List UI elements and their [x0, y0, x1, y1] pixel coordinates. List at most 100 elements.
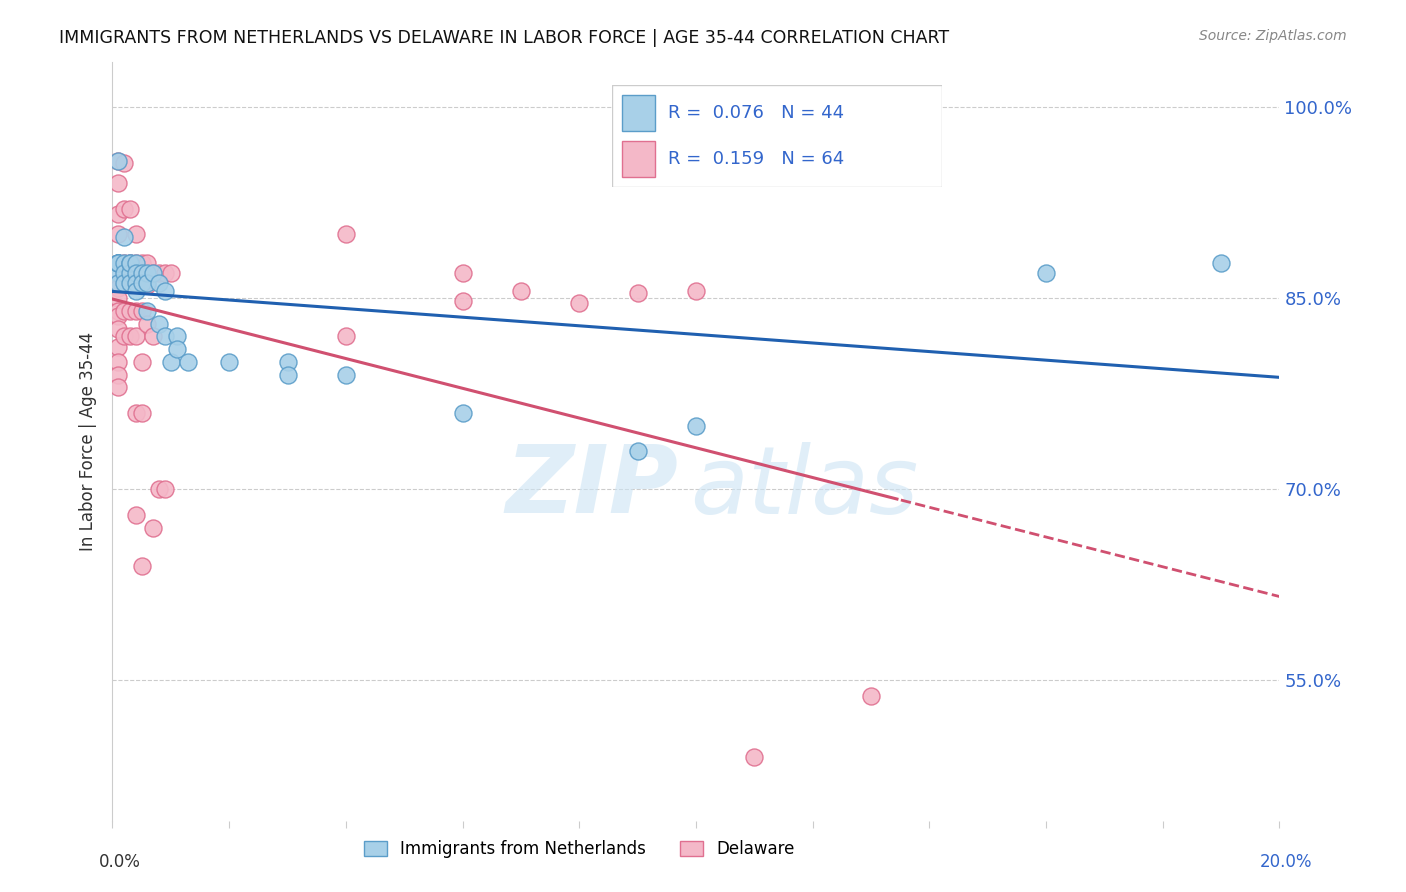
Point — [685, 418, 707, 433]
Point — [118, 266, 141, 280]
Point — [107, 227, 129, 242]
Point — [112, 230, 135, 244]
Point — [136, 266, 159, 280]
Point — [276, 368, 298, 382]
Point — [742, 750, 765, 764]
Point — [136, 317, 159, 331]
Point — [112, 255, 135, 269]
Point — [125, 255, 148, 269]
Point — [112, 304, 135, 318]
Point — [112, 266, 135, 280]
Point — [627, 444, 650, 458]
Point — [107, 255, 129, 269]
Point — [148, 266, 170, 280]
Point — [125, 329, 148, 343]
FancyBboxPatch shape — [621, 95, 655, 131]
Point — [107, 207, 129, 221]
Point — [107, 255, 129, 269]
Point — [131, 266, 153, 280]
Point — [177, 355, 200, 369]
Point — [118, 266, 141, 280]
Point — [107, 276, 129, 290]
Point — [335, 329, 357, 343]
Point — [166, 342, 188, 356]
Point — [148, 276, 170, 290]
Point — [118, 278, 141, 293]
Point — [685, 284, 707, 298]
Point — [107, 266, 129, 280]
Point — [118, 329, 141, 343]
Text: 0.0%: 0.0% — [98, 853, 141, 871]
Point — [860, 689, 883, 703]
Point — [107, 255, 129, 269]
Point — [131, 276, 153, 290]
Point — [125, 266, 148, 280]
Point — [112, 266, 135, 280]
Point — [107, 255, 129, 269]
Legend: Immigrants from Netherlands, Delaware: Immigrants from Netherlands, Delaware — [364, 839, 794, 858]
Point — [107, 304, 129, 318]
Point — [125, 508, 148, 522]
Point — [112, 156, 135, 170]
Point — [131, 355, 153, 369]
Point — [107, 177, 129, 191]
Point — [451, 266, 474, 280]
Point — [335, 227, 357, 242]
Point — [112, 329, 135, 343]
Point — [107, 153, 129, 168]
Point — [107, 276, 129, 290]
Point — [335, 368, 357, 382]
Point — [125, 304, 148, 318]
Point — [276, 355, 298, 369]
Point — [627, 286, 650, 301]
Point — [118, 255, 141, 269]
Point — [107, 255, 129, 269]
Point — [112, 255, 135, 269]
Point — [118, 255, 141, 269]
Text: atlas: atlas — [690, 442, 918, 533]
Point — [153, 483, 176, 497]
Point — [107, 281, 129, 295]
Point — [131, 304, 153, 318]
Point — [451, 406, 474, 420]
Point — [142, 520, 165, 534]
Point — [153, 329, 176, 343]
Point — [107, 322, 129, 336]
Point — [142, 266, 165, 280]
Point — [131, 255, 153, 269]
Point — [166, 329, 188, 343]
Point — [131, 558, 153, 573]
Point — [142, 329, 165, 343]
Point — [107, 309, 129, 323]
Point — [125, 276, 148, 290]
Point — [107, 255, 129, 269]
FancyBboxPatch shape — [621, 141, 655, 177]
Point — [125, 406, 148, 420]
Point — [118, 304, 141, 318]
Point — [148, 483, 170, 497]
Point — [107, 291, 129, 305]
Point — [218, 355, 240, 369]
Text: Source: ZipAtlas.com: Source: ZipAtlas.com — [1199, 29, 1347, 43]
Point — [107, 368, 129, 382]
Point — [125, 227, 148, 242]
Point — [1035, 266, 1057, 280]
Text: 20.0%: 20.0% — [1260, 853, 1313, 871]
Text: ZIP: ZIP — [506, 441, 679, 533]
Point — [451, 293, 474, 308]
Point — [125, 276, 148, 290]
Point — [125, 284, 148, 298]
Point — [107, 153, 129, 168]
Point — [112, 276, 135, 290]
Point — [509, 284, 531, 298]
Point — [136, 276, 159, 290]
Point — [131, 406, 153, 420]
Point — [160, 266, 183, 280]
Point — [142, 266, 165, 280]
Text: R =  0.076   N = 44: R = 0.076 N = 44 — [668, 104, 844, 122]
Point — [125, 255, 148, 269]
Point — [118, 276, 141, 290]
Point — [136, 255, 159, 269]
Text: R =  0.159   N = 64: R = 0.159 N = 64 — [668, 150, 844, 168]
Point — [107, 380, 129, 394]
